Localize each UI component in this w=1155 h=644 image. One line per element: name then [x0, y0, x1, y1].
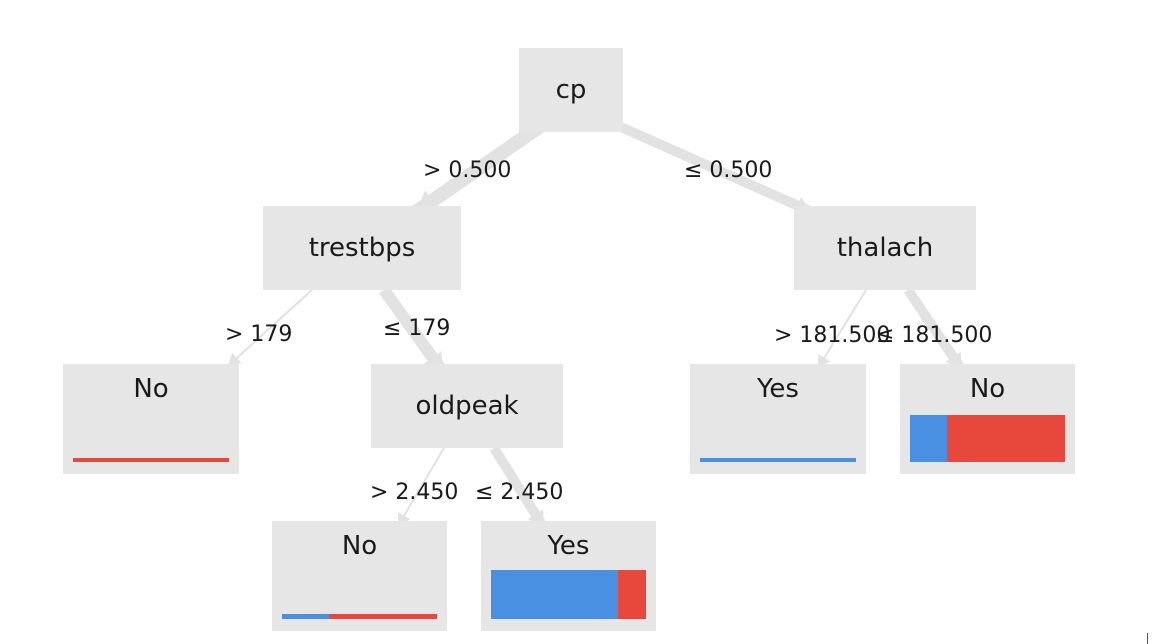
node-label: trestbps	[308, 233, 416, 263]
edge-label-trestbps-gt: > 179	[225, 322, 293, 347]
bar-segment-yes	[910, 415, 948, 462]
bar-segment-no	[328, 614, 437, 619]
edge-cp-gt	[412, 117, 549, 218]
leaf-trestbps-gt[interactable]: No	[63, 364, 239, 474]
edge-trestbps-gt	[227, 289, 313, 367]
leaf-label: Yes	[547, 531, 590, 561]
class-distribution-bar	[491, 570, 646, 619]
bar-segment-no	[947, 415, 1065, 462]
node-thalach[interactable]: thalach	[794, 206, 976, 290]
node-label: oldpeak	[415, 391, 519, 421]
edge-label-oldpeak-le: ≤ 2.450	[475, 480, 564, 505]
bar-segment-no	[618, 570, 646, 619]
edge-label-cp-le: ≤ 0.500	[684, 158, 773, 183]
leaf-oldpeak-le[interactable]: Yes	[481, 521, 656, 631]
edge-oldpeak-gt	[397, 447, 445, 527]
class-distribution-bar	[700, 458, 856, 462]
bar-segment-yes	[491, 570, 619, 619]
window-corner-mark	[1147, 633, 1148, 644]
class-distribution-bar	[73, 458, 229, 462]
leaf-label: Yes	[757, 374, 799, 404]
bar-segment-yes	[700, 458, 856, 462]
class-distribution-bar	[910, 415, 1065, 462]
edge-label-trestbps-le: ≤ 179	[383, 316, 451, 341]
edge-thalach-gt	[817, 289, 867, 369]
edge-label-thalach-le: ≤ 181.500	[876, 323, 993, 348]
leaf-thalach-gt[interactable]: Yes	[690, 364, 866, 474]
node-trestbps[interactable]: trestbps	[263, 206, 461, 290]
node-cp[interactable]: cp	[519, 48, 623, 132]
bar-segment-no	[73, 458, 229, 462]
node-label: thalach	[836, 233, 934, 263]
class-distribution-bar	[282, 614, 437, 619]
leaf-oldpeak-gt[interactable]: No	[272, 521, 447, 631]
edge-label-oldpeak-gt: > 2.450	[370, 480, 459, 505]
edge-label-thalach-gt: > 181.500	[774, 323, 891, 348]
leaf-label: No	[133, 374, 169, 404]
edge-label-cp-gt: > 0.500	[423, 158, 512, 183]
edge-arrowhead	[228, 352, 242, 366]
leaf-thalach-le[interactable]: No	[900, 364, 1075, 474]
edge-thalach-le	[903, 287, 967, 373]
node-label: cp	[555, 75, 587, 105]
leaf-label: No	[969, 374, 1006, 404]
leaf-label: No	[341, 531, 378, 561]
bar-segment-yes	[282, 614, 329, 619]
edge-cp-le	[609, 118, 815, 217]
node-oldpeak[interactable]: oldpeak	[371, 364, 563, 448]
